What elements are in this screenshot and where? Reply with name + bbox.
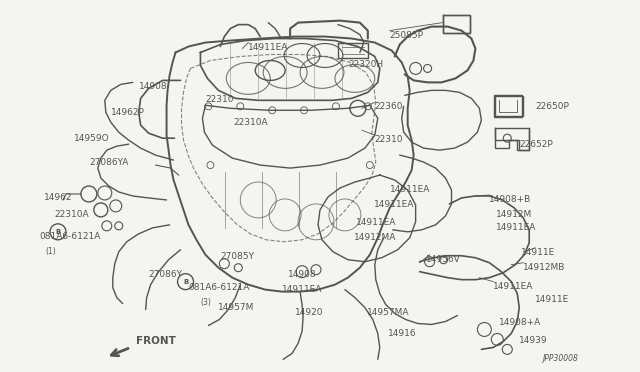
Text: 22310A: 22310A: [234, 118, 268, 127]
Text: 14959O: 14959O: [74, 134, 109, 143]
Text: 14939: 14939: [519, 336, 548, 346]
Text: B: B: [183, 279, 188, 285]
Text: 22650P: 22650P: [535, 102, 569, 111]
Text: 22310A: 22310A: [54, 210, 88, 219]
Text: 14920: 14920: [295, 308, 324, 317]
Text: 14911EA: 14911EA: [493, 282, 534, 291]
Text: 14962P: 14962P: [111, 108, 145, 117]
Text: 14957M: 14957M: [218, 302, 255, 312]
Bar: [495, 96, 524, 116]
Text: 14908+B: 14908+B: [490, 195, 532, 204]
Text: (3): (3): [200, 298, 211, 307]
Text: 22360: 22360: [375, 102, 403, 111]
Text: 22310: 22310: [205, 95, 234, 104]
Text: B: B: [55, 229, 61, 235]
Text: 22320H: 22320H: [348, 61, 383, 70]
Text: 14911EA: 14911EA: [248, 42, 289, 52]
Text: JPP30008: JPP30008: [542, 355, 578, 363]
Text: FRONT: FRONT: [136, 336, 175, 346]
Text: (1): (1): [45, 247, 56, 256]
Text: 22652P: 22652P: [519, 140, 553, 149]
Text: 14912M: 14912M: [497, 210, 532, 219]
Text: 14911EA: 14911EA: [390, 185, 430, 194]
Circle shape: [50, 224, 66, 240]
Text: 22310: 22310: [375, 135, 403, 144]
Text: 14911E: 14911E: [535, 295, 570, 304]
Text: 25085P: 25085P: [390, 31, 424, 39]
Text: 14962: 14962: [44, 193, 72, 202]
Text: 14956V: 14956V: [426, 255, 460, 264]
Text: 081A6-6121A: 081A6-6121A: [39, 232, 100, 241]
Text: 14912MB: 14912MB: [524, 263, 566, 272]
Text: 14908: 14908: [139, 82, 167, 92]
Text: 14908: 14908: [288, 270, 317, 279]
Text: 27086Y: 27086Y: [148, 270, 182, 279]
Circle shape: [177, 274, 193, 290]
Text: 14908+A: 14908+A: [499, 318, 541, 327]
Text: 14916: 14916: [388, 330, 417, 339]
Text: 27085Y: 27085Y: [220, 252, 254, 261]
Text: 14911EA: 14911EA: [374, 200, 414, 209]
Text: 14911EA: 14911EA: [497, 223, 537, 232]
Text: 14912MA: 14912MA: [354, 233, 396, 242]
Text: 14911EA: 14911EA: [282, 285, 323, 294]
Text: 14911E: 14911E: [521, 248, 556, 257]
Text: 27086YA: 27086YA: [89, 158, 128, 167]
Text: 081A6-6121A: 081A6-6121A: [189, 283, 250, 292]
Bar: [442, 15, 470, 33]
Text: 14957MA: 14957MA: [367, 308, 410, 317]
Text: 14911EA: 14911EA: [356, 218, 396, 227]
